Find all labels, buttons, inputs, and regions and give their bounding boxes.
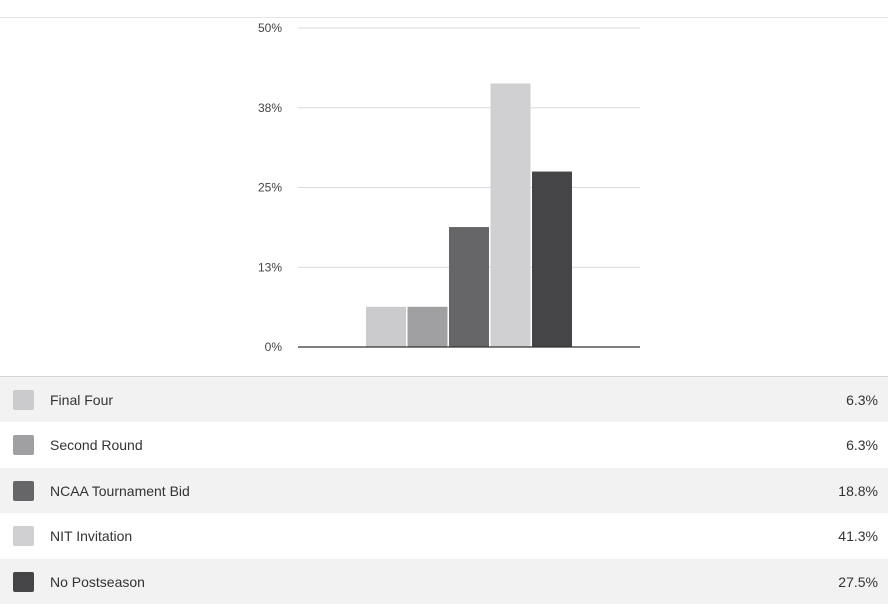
legend-label: NCAA Tournament Bid xyxy=(50,482,190,499)
bar-no-postseason xyxy=(532,171,572,347)
legend-swatch xyxy=(13,480,34,501)
legend-label: Second Round xyxy=(50,436,143,453)
bar-second-round xyxy=(407,306,448,347)
bar-final-four xyxy=(366,306,406,347)
legend-swatch xyxy=(13,525,34,546)
legend-label: No Postseason xyxy=(50,573,145,590)
top-divider xyxy=(0,17,888,18)
y-tick-label: 38% xyxy=(258,101,282,115)
legend-row-no-postseason: No Postseason 27.5% xyxy=(0,559,888,604)
legend-row-ncaa-tournament-bid: NCAA Tournament Bid 18.8% xyxy=(0,468,888,513)
legend-value: 6.3% xyxy=(846,436,878,453)
legend-swatch xyxy=(13,389,34,410)
bar-ncaa-tournament-bid xyxy=(449,227,489,347)
legend-table: Final Four 6.3% Second Round 6.3% NCAA T… xyxy=(0,376,888,604)
y-tick-label: 50% xyxy=(258,21,282,35)
legend-swatch xyxy=(13,434,34,455)
legend-label: NIT Invitation xyxy=(50,527,133,544)
bar-chart: 0% 13% 25% 38% 50% xyxy=(258,21,640,354)
bar-chart-svg: 0% 13% 25% 38% 50% xyxy=(258,21,640,354)
legend-value: 27.5% xyxy=(838,573,878,590)
y-tick-label: 25% xyxy=(258,181,282,195)
legend-row-nit-invitation: NIT Invitation 41.3% xyxy=(0,513,888,558)
legend-label: Final Four xyxy=(50,391,114,408)
y-tick-labels: 0% 13% 25% 38% 50% xyxy=(258,21,282,354)
bars xyxy=(366,83,572,348)
legend-swatch xyxy=(13,571,34,592)
bar-nit-invitation xyxy=(490,83,531,348)
legend-row-second-round: Second Round 6.3% xyxy=(0,422,888,467)
legend-value: 41.3% xyxy=(838,527,878,544)
legend-row-final-four: Final Four 6.3% xyxy=(0,377,888,422)
y-tick-label: 0% xyxy=(265,340,283,354)
y-tick-label: 13% xyxy=(258,260,282,274)
legend-value: 18.8% xyxy=(838,482,878,499)
legend-value: 6.3% xyxy=(846,391,878,408)
